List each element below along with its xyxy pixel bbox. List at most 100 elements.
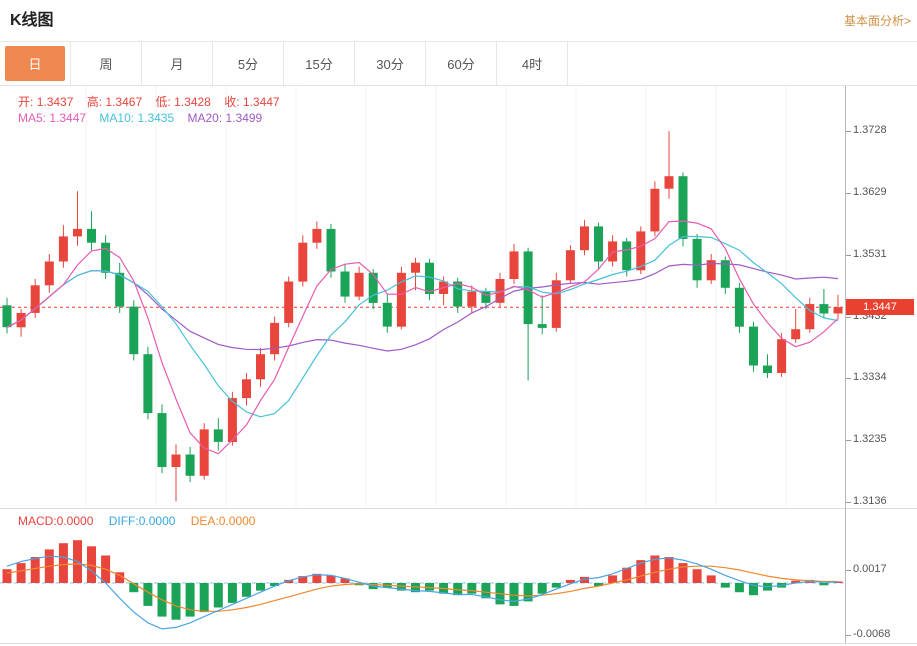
candle[interactable] (396, 272, 406, 327)
macd-bar[interactable] (242, 583, 251, 597)
macd-bar[interactable] (692, 569, 702, 583)
macd-bar[interactable] (340, 578, 350, 583)
candle[interactable] (467, 291, 477, 307)
candle[interactable] (143, 354, 153, 414)
macd-bar[interactable] (312, 573, 322, 583)
candle[interactable] (2, 305, 12, 328)
macd-bar[interactable] (143, 583, 153, 606)
macd-bar[interactable] (650, 555, 660, 584)
macd-bar[interactable] (481, 583, 491, 599)
candle[interactable] (199, 429, 209, 476)
macd-bar[interactable] (819, 583, 829, 586)
candle[interactable] (30, 285, 40, 313)
candle[interactable] (734, 287, 744, 327)
candle[interactable] (340, 271, 350, 297)
candle[interactable] (354, 272, 364, 297)
macd-bar[interactable] (664, 557, 674, 583)
macd-bar[interactable] (734, 583, 744, 593)
candle[interactable] (157, 413, 167, 467)
macd-bar[interactable] (298, 576, 308, 583)
fundamental-analysis-link[interactable]: 基本面分析> (843, 14, 911, 28)
tab-4时[interactable]: 4时 (497, 42, 568, 85)
macd-bar[interactable] (636, 560, 646, 583)
macd-bar[interactable] (129, 583, 139, 593)
candle[interactable] (622, 241, 632, 271)
tab-周[interactable]: 周 (71, 42, 142, 85)
macd-bar[interactable] (749, 583, 758, 596)
candle[interactable] (537, 324, 547, 328)
macd-bar[interactable] (2, 569, 12, 583)
macd-bar[interactable] (199, 583, 209, 613)
candle[interactable] (87, 228, 96, 243)
macd-bar[interactable] (284, 579, 294, 583)
macd-bar[interactable] (678, 563, 688, 583)
macd-bar[interactable] (551, 583, 561, 588)
candle[interactable] (565, 250, 575, 281)
candle[interactable] (73, 228, 82, 237)
candle[interactable] (551, 280, 561, 328)
candle[interactable] (678, 176, 688, 239)
macd-bar[interactable] (185, 583, 195, 617)
macd-bar[interactable] (256, 583, 265, 591)
macd-bar[interactable] (580, 576, 589, 583)
tab-60分[interactable]: 60分 (426, 42, 497, 85)
candle[interactable] (213, 429, 223, 442)
tab-日[interactable]: 日 (0, 42, 71, 85)
candle[interactable] (44, 261, 54, 286)
candlestick-chart[interactable] (0, 86, 845, 508)
candle[interactable] (115, 272, 125, 307)
macd-bar[interactable] (87, 546, 96, 583)
candle[interactable] (763, 365, 772, 374)
candle[interactable] (411, 262, 420, 273)
candle[interactable] (495, 279, 505, 303)
candle[interactable] (664, 176, 674, 189)
tab-5分[interactable]: 5分 (213, 42, 284, 85)
macd-bar[interactable] (467, 583, 477, 594)
candle[interactable] (382, 302, 392, 327)
macd-chart[interactable] (0, 530, 845, 643)
candle[interactable] (636, 231, 646, 271)
candle[interactable] (256, 354, 265, 380)
macd-bar[interactable] (622, 567, 632, 583)
candle[interactable] (650, 188, 660, 232)
candle[interactable] (833, 307, 843, 314)
macd-bar[interactable] (608, 575, 618, 583)
tab-15分[interactable]: 15分 (284, 42, 355, 85)
candle[interactable] (805, 304, 815, 330)
candle[interactable] (509, 251, 519, 279)
candle[interactable] (171, 454, 181, 468)
macd-bar[interactable] (58, 543, 68, 583)
candle[interactable] (242, 379, 251, 399)
candle[interactable] (312, 228, 322, 243)
candle[interactable] (326, 228, 336, 272)
macd-bar[interactable] (720, 583, 730, 588)
tab-月[interactable]: 月 (142, 42, 213, 85)
candle[interactable] (749, 326, 758, 366)
macd-bar[interactable] (509, 583, 519, 606)
macd-bar[interactable] (171, 583, 181, 620)
macd-bar[interactable] (16, 563, 26, 583)
candle[interactable] (227, 398, 237, 442)
macd-bar[interactable] (523, 583, 533, 602)
macd-bar[interactable] (213, 583, 223, 608)
macd-bar[interactable] (594, 583, 603, 587)
tab-30分[interactable]: 30分 (355, 42, 426, 85)
candle[interactable] (58, 236, 68, 262)
candle[interactable] (368, 272, 378, 303)
candle[interactable] (425, 262, 434, 294)
macd-bar[interactable] (326, 575, 336, 583)
candle[interactable] (481, 291, 491, 303)
candle[interactable] (523, 251, 533, 325)
macd-bar[interactable] (791, 580, 801, 583)
candle[interactable] (777, 339, 787, 373)
candle[interactable] (270, 322, 280, 355)
candle[interactable] (692, 238, 702, 281)
macd-bar[interactable] (565, 579, 575, 583)
candle[interactable] (284, 281, 294, 323)
candle[interactable] (819, 304, 829, 314)
macd-bar[interactable] (411, 583, 420, 593)
candle[interactable] (791, 329, 801, 340)
candle[interactable] (129, 306, 139, 355)
macd-bar[interactable] (537, 583, 547, 594)
macd-bar[interactable] (30, 557, 40, 583)
